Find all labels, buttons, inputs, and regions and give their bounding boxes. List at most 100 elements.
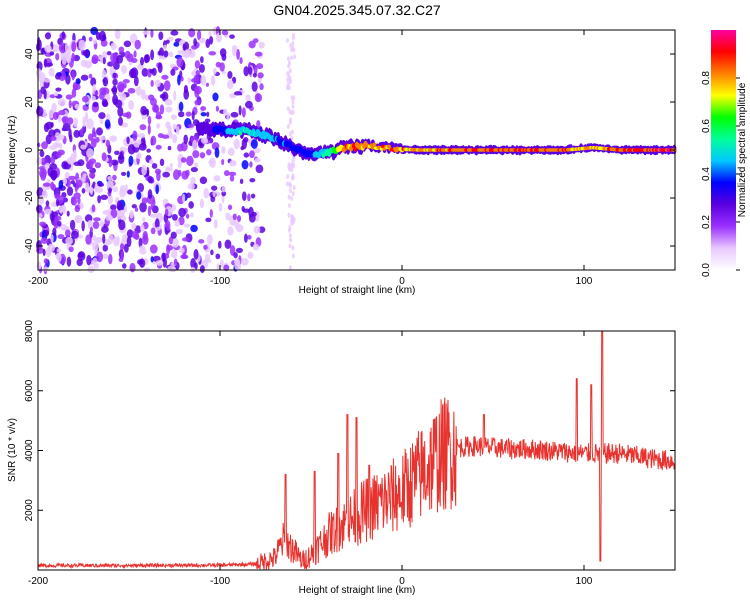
spectrogram-noise-blob [43, 266, 49, 272]
spectrogram-noise-blob [177, 49, 182, 55]
spectrogram-noise-blob [92, 38, 97, 44]
spectrogram-noise-blob [247, 251, 254, 259]
spectrogram-noise-blob [102, 253, 109, 260]
spectrogram-noise-blob [97, 182, 105, 187]
spectrogram-noise-blob [286, 56, 290, 62]
spectrogram-noise-blob [173, 90, 177, 101]
spectrogram-noise-blob [65, 74, 71, 85]
spectrogram-noise-blob [91, 54, 99, 64]
spectrogram-noise-blob [53, 218, 59, 229]
spectrogram-noise-blob [252, 72, 257, 78]
spectrogram-noise-blob [55, 198, 60, 207]
spectrogram-noise-blob [49, 163, 58, 170]
spectrogram-noise-blob [120, 251, 124, 261]
spectrogram-noise-blob [203, 244, 208, 250]
spectrogram-noise-blob [126, 229, 134, 238]
spectrogram-noise-blob [92, 101, 99, 108]
spectrogram-noise-blob [208, 51, 217, 56]
spectrogram-noise-blob [292, 216, 296, 222]
spectrogram-noise-blob [43, 258, 49, 264]
spectrogram-noise-blob [48, 129, 56, 138]
spectrogram-noise-blob [155, 144, 162, 150]
spectrogram-noise-blob [241, 191, 247, 202]
snr-series-line [37, 330, 676, 570]
spectrogram-noise-blob [139, 245, 146, 250]
spectrogram-noise-blob [46, 62, 54, 67]
spectrogram-noise-blob [158, 31, 164, 41]
spectrogram-noise-blob [44, 44, 52, 53]
spectrogram-x-ticks: -200 -100 0 100 [28, 30, 593, 287]
spectrogram-noise-blob [161, 252, 166, 262]
spectrogram-noise-blob [190, 212, 194, 218]
spectrogram-noise-blob [177, 74, 181, 86]
spectrogram-noise-blob [135, 86, 142, 96]
spectrogram-noise-blob [256, 63, 264, 70]
spectrogram-noise-blob [62, 122, 71, 132]
spectrogram-noise-blob [99, 56, 103, 64]
spectrogram-noise-blob [65, 94, 73, 100]
spectrogram-noise-blob [92, 241, 99, 252]
spectrogram-noise-blob [219, 259, 224, 268]
spectrogram-noise-blob [243, 152, 250, 158]
spectrogram-noise-blob [39, 221, 47, 227]
spectrogram-noise-blob [285, 181, 289, 187]
spectrogram-noise-blob [38, 213, 43, 219]
spectrogram-noise-blob [96, 127, 103, 136]
spectrogram-noise-blob [233, 91, 242, 96]
spectrogram-noise-blob [239, 57, 243, 65]
spectrogram-noise-blob [56, 248, 62, 253]
spectrogram-noise-blob [103, 238, 111, 246]
spectrogram-noise-blob [71, 230, 79, 239]
spectrogram-noise-blob [170, 231, 177, 239]
spectrogram-noise-blob [193, 38, 197, 47]
spectrogram-noise-blob [102, 76, 109, 87]
spectrogram-noise-blob [36, 157, 42, 165]
spectrogram-noise-blob [49, 135, 57, 142]
spectrogram-noise-blob [134, 233, 140, 241]
spectrogram-noise-blob [139, 258, 146, 268]
spectrogram-noise-blob [167, 145, 172, 151]
spectrogram-noise-blob [136, 191, 142, 200]
spectrogram-noise-blob [176, 56, 184, 68]
spectrogram-noise-blob [221, 146, 226, 154]
spectrogram-noise-blob [99, 220, 105, 228]
spectrogram-noise-blob [52, 227, 57, 236]
spectrogram-noise-blob [57, 98, 66, 107]
spectrogram-noise-blob [81, 188, 86, 194]
spectrogram-noise-blob [232, 213, 237, 221]
spectrogram-noise-blob [58, 143, 63, 149]
spectrogram-noise-blob [121, 65, 127, 74]
spectrogram-noise-blob [36, 106, 44, 117]
spectrogram-noise-blob [57, 234, 65, 240]
spectrogram-noise-blob [82, 116, 86, 128]
spectrogram-noise-blob [53, 91, 59, 97]
spectrogram-noise-blob [97, 195, 102, 204]
spectrogram-noise-blob [192, 150, 200, 159]
spectrogram-noise-blob [187, 123, 194, 128]
spectrogram-noise-blob [190, 167, 198, 173]
spectrogram-noise-blob [102, 57, 106, 65]
spectrogram-noise-blob [168, 236, 174, 245]
spectrogram-noise-blob [198, 63, 205, 73]
spectrogram-noise-blob [61, 59, 67, 65]
spectrogram-noise-blob [94, 182, 99, 193]
spectrogram-noise-blob [230, 111, 239, 118]
spectrogram-noise-blob [293, 54, 297, 60]
spectrogram-noise-blob [110, 204, 117, 211]
spectrogram-noise-blob [43, 58, 48, 68]
spectrogram-noise-blob [287, 162, 291, 168]
spectrogram-noise-blob [286, 174, 290, 180]
spectrogram-noise-blob [123, 40, 132, 48]
spectrogram-noise-blob [58, 180, 64, 190]
spectrogram-noise-blob [140, 105, 148, 116]
spectrogram-noise-blob [48, 67, 55, 77]
spectrogram-noise-blob [117, 81, 125, 92]
spectrogram-noise-blob [147, 176, 154, 184]
spectrogram-noise-blob [158, 47, 164, 57]
spectrogram-noise-blob [99, 136, 106, 141]
spectrogram-noise-blob [191, 78, 197, 83]
spectrogram-noise-blob [54, 215, 62, 221]
spectrogram-noise-blob [292, 95, 296, 101]
spectrogram-noise-blob [290, 214, 294, 220]
spectrogram-noise-blob [75, 184, 80, 190]
